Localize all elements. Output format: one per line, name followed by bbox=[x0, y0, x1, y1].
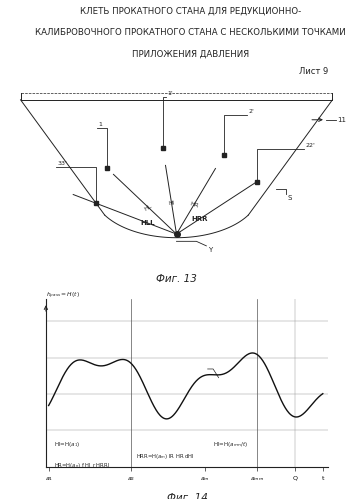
Text: HI: HI bbox=[168, 201, 175, 206]
Text: КЛЕТЬ ПРОКАТНОГО СТАНА ДЛЯ РЕДУКЦИОННО-: КЛЕТЬ ПРОКАТНОГО СТАНА ДЛЯ РЕДУКЦИОННО- bbox=[80, 6, 301, 15]
Text: HI=H$(a_1)$: HI=H$(a_1)$ bbox=[54, 441, 80, 450]
Text: ПРИЛОЖЕНИЯ ДАВЛЕНИЯ: ПРИЛОЖЕНИЯ ДАВЛЕНИЯ bbox=[132, 49, 249, 58]
Text: HL: HL bbox=[143, 203, 153, 212]
Text: HRR=H$(a_m)$ IR HR dHI: HRR=H$(a_m)$ IR HR dHI bbox=[136, 452, 195, 461]
Text: S: S bbox=[288, 195, 292, 201]
Text: 1': 1' bbox=[168, 91, 173, 96]
Text: $h_{pass}=H(t)$: $h_{pass}=H(t)$ bbox=[46, 290, 80, 301]
Text: Лист 9: Лист 9 bbox=[299, 67, 328, 76]
Text: HI=H$(a_{mm}/t)$: HI=H$(a_{mm}/t)$ bbox=[213, 441, 249, 450]
Text: HR: HR bbox=[189, 201, 199, 209]
Text: Y: Y bbox=[208, 247, 212, 253]
Text: Фиг. 14: Фиг. 14 bbox=[167, 494, 208, 499]
Text: 2': 2' bbox=[249, 109, 254, 114]
Text: HLL: HLL bbox=[140, 220, 155, 226]
Text: Фиг. 13: Фиг. 13 bbox=[156, 274, 197, 284]
Text: HRR: HRR bbox=[191, 216, 208, 222]
Text: HR=H$(a_n)$ f HI r HRRI: HR=H$(a_n)$ f HI r HRRI bbox=[54, 461, 110, 470]
Text: КАЛИБРОВОЧНОГО ПРОКАТНОГО СТАНА С НЕСКОЛЬКИМИ ТОЧКАМИ: КАЛИБРОВОЧНОГО ПРОКАТНОГО СТАНА С НЕСКОЛ… bbox=[35, 28, 346, 37]
Text: 33': 33' bbox=[58, 161, 68, 166]
Text: 1: 1 bbox=[98, 122, 102, 127]
Text: 11: 11 bbox=[337, 117, 346, 123]
Text: 22': 22' bbox=[305, 143, 315, 148]
